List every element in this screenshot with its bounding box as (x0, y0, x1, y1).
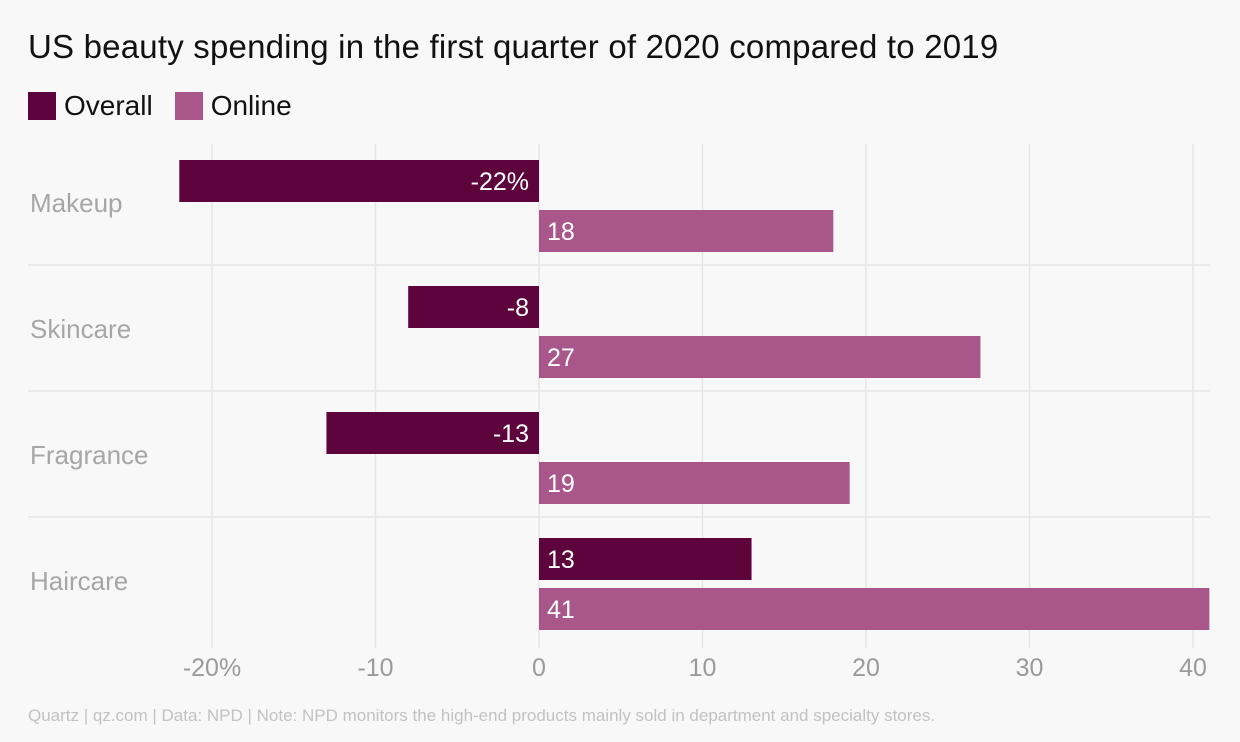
data-label-online-skincare: 27 (547, 344, 575, 372)
bar-chart: Makeup Skincare Fragrance Haircare -22% -8 -13… (28, 144, 1210, 682)
x-tick-label-2: 0 (532, 654, 546, 682)
x-tick-label-1: -10 (357, 654, 393, 682)
bar-online-skincare (539, 336, 981, 378)
data-label-online-haircare: 41 (547, 596, 575, 624)
data-label-overall-fragrance: -13 (493, 420, 529, 448)
bar-overall-haircare (539, 538, 752, 580)
footer-note: Quartz | qz.com | Data: NPD | Note: NPD … (28, 706, 936, 725)
x-tick-label-5: 30 (1016, 654, 1044, 682)
data-label-online-fragrance: 19 (547, 470, 575, 498)
bar-online-makeup (539, 210, 834, 252)
legend-item-overall: Overall (28, 90, 153, 122)
legend-label-online: Online (210, 90, 292, 121)
category-label-haircare: Haircare (30, 566, 128, 596)
category-label-makeup: Makeup (30, 188, 123, 218)
legend-swatch-overall (28, 92, 56, 120)
bar-online-haircare (539, 588, 1210, 630)
bar-overall-skincare (408, 286, 539, 328)
legend-item-online: Online (174, 90, 292, 122)
category-label-skincare: Skincare (30, 314, 131, 344)
chart-title: US beauty spending in the first quarter … (28, 28, 999, 65)
bar-online-fragrance (539, 462, 850, 504)
data-label-overall-makeup: -22% (471, 168, 529, 196)
legend-swatch-online (174, 92, 203, 120)
x-tick-label-3: 10 (689, 654, 717, 682)
category-label-fragrance: Fragrance (30, 440, 149, 470)
data-label-online-makeup: 18 (547, 218, 575, 246)
bar-overall-fragrance (326, 412, 539, 454)
x-tick-label-6: 40 (1179, 654, 1207, 682)
legend-label-overall: Overall (64, 90, 153, 121)
x-tick-label-0: -20% (183, 654, 241, 682)
bar-overall-makeup (179, 160, 540, 202)
data-label-overall-skincare: -8 (507, 294, 529, 322)
x-tick-label-4: 20 (852, 654, 880, 682)
legend: Overall Online (28, 90, 314, 122)
data-label-overall-haircare: 13 (547, 546, 575, 574)
